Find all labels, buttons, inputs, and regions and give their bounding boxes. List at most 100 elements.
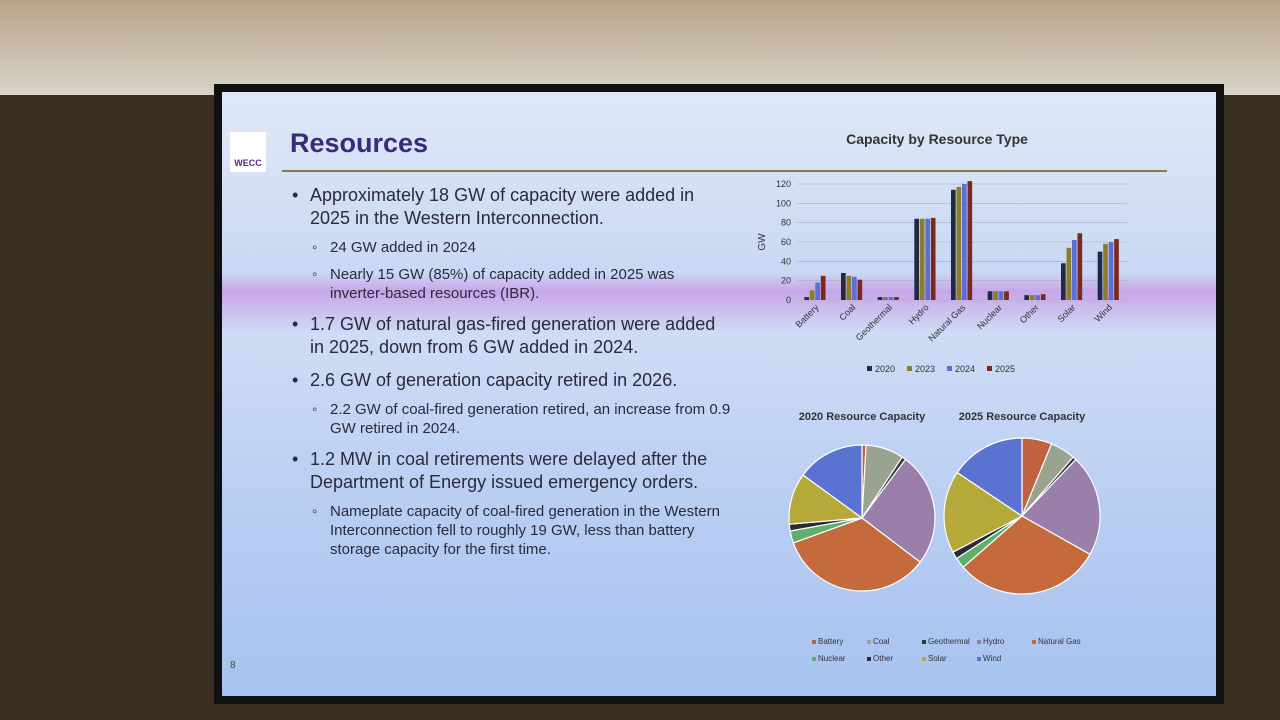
- bar: [820, 275, 826, 300]
- pie-slice: [943, 471, 1024, 553]
- y-tick-label: 120: [776, 179, 791, 189]
- sub-bullet: Nearly 15 GW (85%) of capacity added in …: [292, 265, 732, 303]
- y-tick-label: 0: [786, 295, 791, 305]
- ceiling: [0, 0, 1280, 95]
- bar: [967, 181, 973, 300]
- pie-slice: [962, 515, 1091, 595]
- bar: [1061, 263, 1066, 300]
- x-tick-label: Wind: [1093, 302, 1115, 324]
- y-tick-label: 80: [781, 218, 791, 228]
- legend-label: Geothermal: [928, 637, 970, 646]
- bullet: 1.7 GW of natural gas-fired generation w…: [292, 313, 732, 359]
- x-tick-label: Nuclear: [975, 302, 1004, 331]
- sub-bullet: Nameplate capacity of coal-fired generat…: [292, 502, 732, 559]
- sub-bullet: 2.2 GW of coal-fired generation retired,…: [292, 400, 732, 438]
- legend-swatch: [907, 366, 912, 371]
- y-tick-label: 20: [781, 276, 791, 286]
- pie-slice: [956, 437, 1023, 518]
- legend-label: 2025: [995, 364, 1015, 374]
- bar: [956, 186, 962, 300]
- y-tick-label: 60: [781, 237, 791, 247]
- bar: [1103, 243, 1108, 300]
- bar: [1097, 251, 1103, 300]
- bar: [987, 291, 993, 300]
- bullet: 1.2 MW in coal retirements were delayed …: [292, 448, 732, 494]
- pie-slice: [1021, 458, 1101, 556]
- bar: [846, 275, 852, 300]
- legend-swatch: [867, 366, 872, 371]
- legend-label: 2024: [955, 364, 975, 374]
- legend-swatch: [987, 366, 992, 371]
- bar: [930, 217, 936, 300]
- bar: [804, 297, 810, 300]
- bar: [809, 290, 815, 300]
- y-tick-label: 40: [781, 256, 791, 266]
- page-number: 8: [230, 660, 236, 671]
- bar: [1072, 240, 1077, 300]
- bar: [914, 218, 920, 300]
- bar: [925, 218, 931, 300]
- x-tick-label: Hydro: [907, 302, 931, 326]
- legend-label: Other: [873, 654, 893, 663]
- legend-label: Coal: [873, 637, 890, 646]
- bullet-list: Approximately 18 GW of capacity were add…: [292, 174, 732, 559]
- bullet: 2.6 GW of generation capacity retired in…: [292, 369, 732, 392]
- legend-swatch: [812, 640, 816, 644]
- bar: [1035, 295, 1041, 300]
- slide: WECC Resources Approximately 18 GW of ca…: [222, 92, 1216, 696]
- legend-swatch: [947, 366, 952, 371]
- legend-label: Wind: [983, 654, 1001, 663]
- slide-title: Resources: [290, 128, 429, 158]
- legend-swatch: [977, 640, 981, 644]
- x-tick-label: Natural Gas: [926, 302, 967, 343]
- logo: WECC: [230, 132, 266, 172]
- bar: [1024, 295, 1030, 300]
- pie-slice: [802, 444, 863, 520]
- bar: [883, 297, 888, 300]
- legend-label: Solar: [928, 654, 947, 663]
- bullet: Approximately 18 GW of capacity were add…: [292, 184, 732, 230]
- y-tick-label: 100: [776, 198, 791, 208]
- bar: [877, 297, 883, 300]
- bar: [1066, 247, 1072, 300]
- legend-label: Natural Gas: [1038, 637, 1081, 646]
- bar: [1029, 295, 1035, 300]
- legend-swatch: [812, 657, 816, 661]
- legend-swatch: [867, 657, 871, 661]
- bar: [1077, 233, 1083, 300]
- x-tick-label: Geothermal: [854, 302, 894, 342]
- bar: [919, 218, 925, 300]
- x-tick-label: Other: [1018, 302, 1041, 325]
- bar: [951, 189, 956, 300]
- charts: Capacity by Resource Type GW 0 20 40 60 80 100 1…: [757, 131, 1127, 663]
- x-tick-label: Battery: [794, 302, 822, 330]
- legend-label: 2020: [875, 364, 895, 374]
- bar: [857, 279, 863, 300]
- x-tick-label: Solar: [1055, 302, 1077, 324]
- x-tick-label: Coal: [837, 302, 857, 322]
- legend-swatch: [1032, 640, 1036, 644]
- bar: [815, 282, 821, 300]
- legend-label: Nuclear: [818, 654, 846, 663]
- bar: [993, 291, 998, 300]
- bar: [1108, 242, 1114, 300]
- pie-slice: [861, 458, 936, 563]
- bar: [852, 276, 857, 300]
- bar: [888, 297, 894, 300]
- bar: [962, 184, 967, 300]
- legend-swatch: [867, 640, 871, 644]
- chart-title: Capacity by Resource Type: [846, 131, 1028, 147]
- legend-swatch: [977, 657, 981, 661]
- sub-bullet: 24 GW added in 2024: [292, 238, 732, 257]
- pie-title: 2025 Resource Capacity: [959, 411, 1086, 423]
- legend-swatch: [922, 640, 926, 644]
- bar: [1114, 239, 1119, 300]
- bar: [998, 291, 1004, 300]
- bar: [841, 272, 846, 300]
- bar: [1040, 294, 1046, 300]
- title-rule: [282, 170, 1167, 172]
- pie-title: 2020 Resource Capacity: [799, 411, 926, 423]
- legend-swatch: [922, 657, 926, 661]
- bar: [1004, 291, 1009, 300]
